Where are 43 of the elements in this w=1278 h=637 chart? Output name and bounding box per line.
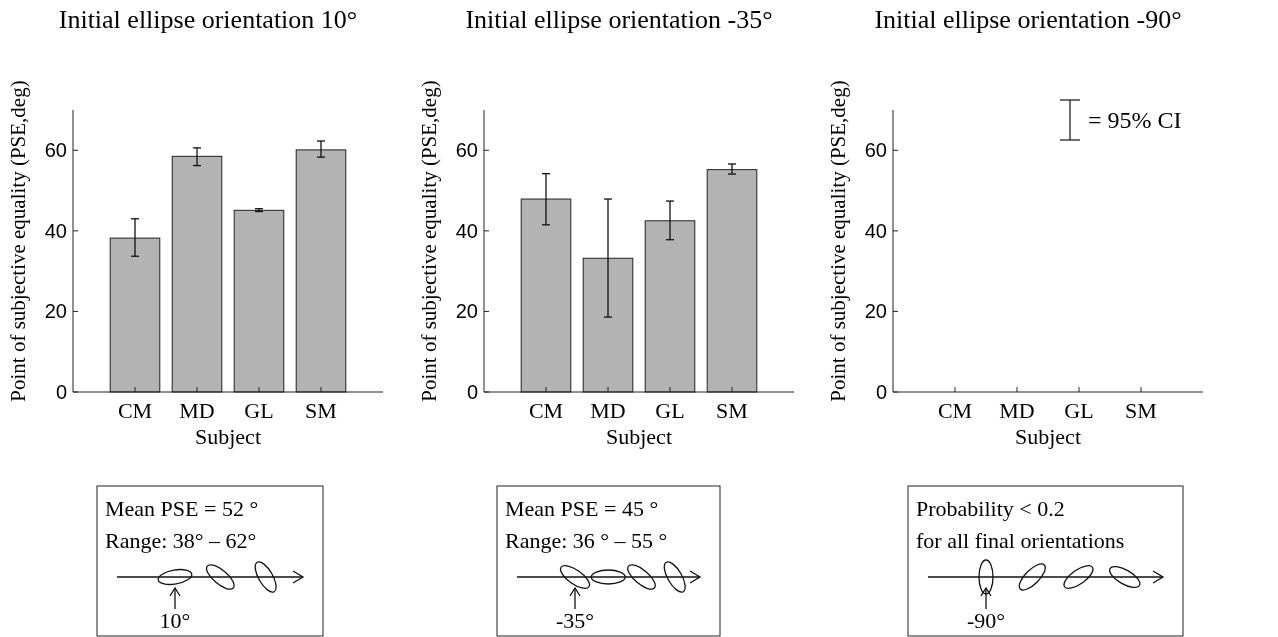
x-axis-title: Subject: [1015, 424, 1081, 449]
x-tick-label: CM: [937, 398, 973, 423]
x-tick-label: CM: [528, 398, 564, 423]
text: Range: 36 ° – 55 °: [505, 528, 668, 553]
text: Range: 38° – 62°: [105, 528, 257, 553]
y-tick-label: 40: [455, 219, 478, 242]
x-tick-label: SM: [305, 398, 337, 423]
chart-title: Initial ellipse orientation 10°: [58, 5, 358, 34]
x-tick-label: SM: [716, 398, 748, 423]
y-tick-label: 20: [864, 300, 887, 323]
y-tick-label: 40: [44, 219, 67, 242]
x-tick-label: MD: [179, 398, 215, 423]
chart-title: Initial ellipse orientation -35°: [465, 5, 773, 34]
x-tick-label: MD: [999, 398, 1035, 423]
text: Mean PSE = 45 °: [505, 496, 659, 521]
x-tick-label: MD: [590, 398, 626, 423]
text: -35°: [555, 608, 595, 633]
x-axis-title: Subject: [195, 424, 261, 449]
text: 10°: [159, 608, 191, 633]
y-axis-title: Point of subjective equality (PSE,deg): [826, 80, 850, 402]
y-tick-label: 0: [875, 381, 887, 403]
y-axis-title: Point of subjective equality (PSE,deg): [417, 80, 441, 402]
x-tick-label: GL: [244, 398, 274, 423]
text: Probability < 0.2: [916, 496, 1065, 521]
x-tick-label: SM: [1125, 398, 1157, 423]
y-tick-label: 60: [455, 139, 478, 162]
y-tick-label: 0: [466, 381, 478, 403]
text: for all final orientations: [916, 528, 1125, 553]
x-tick-label: GL: [1064, 398, 1094, 423]
x-tick-label: GL: [655, 398, 685, 423]
y-tick-label: 20: [455, 300, 478, 323]
text: -90°: [966, 608, 1006, 633]
y-tick-label: 60: [44, 139, 67, 162]
chart-title: Initial ellipse orientation -90°: [874, 5, 1182, 34]
y-tick-label: 60: [864, 139, 887, 162]
y-axis-title: Point of subjective equality (PSE,deg): [6, 80, 30, 402]
y-tick-label: 0: [55, 381, 67, 403]
y-tick-label: 40: [864, 219, 887, 242]
x-tick-label: CM: [117, 398, 153, 423]
text: Mean PSE = 52 °: [105, 496, 259, 521]
y-tick-label: 20: [44, 300, 67, 323]
x-axis-title: Subject: [606, 424, 672, 449]
annotation: = 95% CI: [1088, 107, 1182, 133]
